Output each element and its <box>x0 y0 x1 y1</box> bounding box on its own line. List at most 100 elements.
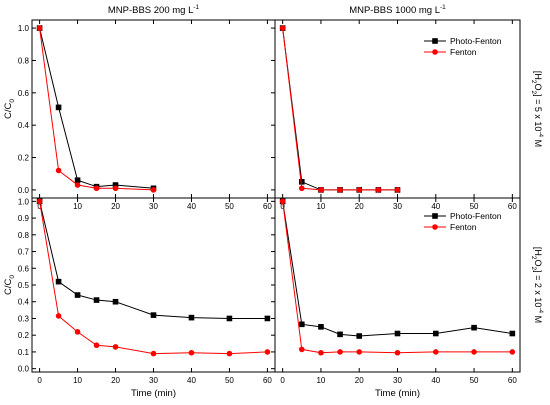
y-tick-label: 0.2 <box>18 154 30 163</box>
data-point-photo-fenton <box>112 298 119 305</box>
y-tick-label: 0.6 <box>18 264 30 273</box>
x-tick-label: 20 <box>111 202 120 211</box>
data-point-fenton <box>337 349 343 355</box>
y-tick-label: 1.0 <box>18 24 30 33</box>
chart-panel-3: 0 10 20 30 40 50 60 0.0 0.1 0.2 0.3 0.4 0.5 0.6 0.7 0.8… <box>3 197 276 399</box>
data-point-fenton <box>112 344 119 350</box>
legend-marker <box>432 49 438 55</box>
x-tick-label: 60 <box>263 376 272 385</box>
data-point-photo-fenton <box>298 179 305 185</box>
x-tick-label: 40 <box>431 202 440 211</box>
series-line-photo-fenton <box>39 201 268 319</box>
plot-frame <box>31 197 276 373</box>
data-point-photo-fenton <box>394 330 401 337</box>
y-tick-label: 0.6 <box>18 89 30 98</box>
x-axis-label: Time (min) <box>375 388 420 399</box>
x-tick-label: 50 <box>470 202 479 211</box>
data-point-fenton <box>55 313 62 319</box>
y-tick-label: 0.9 <box>18 214 30 223</box>
data-point-fenton <box>375 187 382 193</box>
data-point-fenton <box>150 350 157 357</box>
series-line-photo-fenton <box>39 27 154 189</box>
data-point-photo-fenton <box>226 315 233 322</box>
y-axis-label: C/C0 <box>3 275 16 295</box>
data-point-photo-fenton <box>356 333 363 339</box>
row-label: [H2O2] = 5 x 10-4 M <box>530 71 544 147</box>
x-axis-label: Time (min) <box>131 388 176 399</box>
data-point-photo-fenton <box>150 312 157 318</box>
column-title: MNP-BBS 200 mg L-1 <box>108 4 200 16</box>
chart-panel-1: 0 10 20 30 40 50 60 0.0 0.2 0.4 0.6 0.8 1.0 MNP-BBS 2… <box>3 4 276 211</box>
data-point-photo-fenton <box>432 330 439 337</box>
x-tick-label: 60 <box>508 376 517 385</box>
data-point-fenton <box>509 349 516 355</box>
x-tick-label: 20 <box>111 376 120 385</box>
legend-label: Photo-Fenton <box>450 36 502 46</box>
data-point-fenton <box>55 167 62 174</box>
data-point-fenton <box>394 187 401 193</box>
row-label: [H2O2] = 2 x 10-4 M <box>530 247 544 323</box>
data-point-fenton <box>36 198 43 205</box>
series-line-fenton <box>39 28 154 191</box>
data-point-fenton <box>471 349 477 355</box>
data-point-fenton <box>36 25 43 31</box>
data-point-fenton <box>279 25 286 31</box>
plot-frame <box>274 197 521 373</box>
x-tick-label: 10 <box>316 202 325 211</box>
legend-marker <box>432 224 438 230</box>
data-point-photo-fenton <box>471 324 477 331</box>
data-point-fenton <box>93 185 100 192</box>
x-tick-label: 10 <box>316 376 325 385</box>
x-tick-label: 20 <box>355 202 364 211</box>
legend-label: Fenton <box>450 222 477 232</box>
data-point-photo-fenton <box>298 321 305 328</box>
data-point-fenton <box>93 342 100 349</box>
data-point-photo-fenton <box>509 330 516 337</box>
legend-marker <box>432 38 438 44</box>
data-point-fenton <box>279 198 286 205</box>
x-tick-label: 50 <box>470 376 479 385</box>
y-tick-label: 1.0 <box>18 197 30 206</box>
x-tick-label: 40 <box>431 376 440 385</box>
data-point-fenton <box>226 350 233 357</box>
plot-frame <box>274 19 521 199</box>
data-point-photo-fenton <box>74 177 81 183</box>
x-tick-label: 30 <box>149 376 158 385</box>
data-point-fenton <box>394 349 401 356</box>
x-tick-label: 20 <box>355 376 364 385</box>
x-tick-label: 30 <box>393 202 402 211</box>
x-tick-label: 10 <box>73 202 82 211</box>
data-point-photo-fenton <box>264 315 271 322</box>
data-point-fenton <box>112 185 119 192</box>
x-tick-label: 0 <box>37 376 42 385</box>
y-tick-label: 0.7 <box>18 248 30 257</box>
legend-label: Photo-Fenton <box>450 211 502 221</box>
y-tick-label: 0.1 <box>18 348 30 357</box>
data-point-photo-fenton <box>93 297 100 303</box>
y-tick-label: 0.2 <box>18 331 30 340</box>
y-tick-label: 0.4 <box>18 298 30 307</box>
series-line-fenton <box>282 201 513 354</box>
data-point-fenton <box>356 187 363 193</box>
x-tick-label: 30 <box>393 376 402 385</box>
x-tick-label: 60 <box>263 202 272 211</box>
data-point-photo-fenton <box>112 182 119 188</box>
y-tick-label: 0.5 <box>18 281 30 290</box>
data-point-fenton <box>188 349 195 356</box>
x-tick-label: 60 <box>508 202 517 211</box>
data-point-fenton <box>337 187 343 193</box>
data-point-fenton <box>318 187 324 193</box>
data-point-photo-fenton <box>337 331 343 338</box>
plot-frame <box>31 19 276 199</box>
y-tick-label: 0.0 <box>18 365 30 374</box>
x-tick-label: 40 <box>187 376 196 385</box>
y-axis-label: C/C0 <box>3 99 16 119</box>
series-line-photo-fenton <box>282 201 513 337</box>
data-point-fenton <box>74 329 81 335</box>
data-point-fenton <box>318 349 324 356</box>
data-point-photo-fenton <box>74 292 81 298</box>
y-tick-label: 0.3 <box>18 314 30 323</box>
data-point-fenton <box>432 349 439 355</box>
data-point-fenton <box>74 182 81 188</box>
